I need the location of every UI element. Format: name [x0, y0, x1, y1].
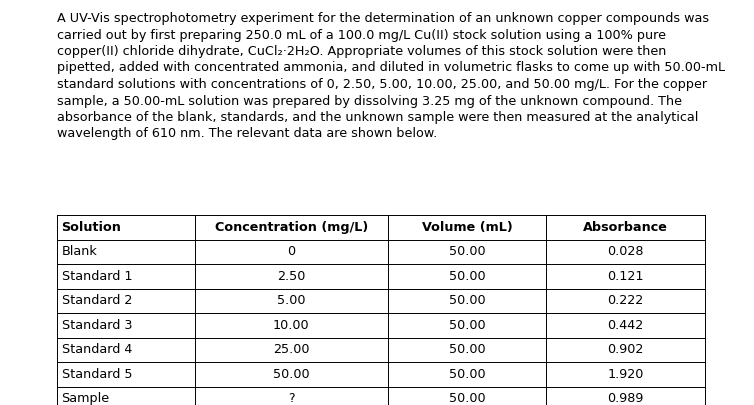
Text: A UV-Vis spectrophotometry experiment for the determination of an unknown copper: A UV-Vis spectrophotometry experiment fo…: [57, 12, 709, 25]
Text: Standard 3: Standard 3: [62, 319, 132, 332]
Text: 50.00: 50.00: [449, 392, 486, 405]
Text: 0.989: 0.989: [608, 392, 644, 405]
Text: Concentration (mg/L): Concentration (mg/L): [215, 221, 368, 234]
Text: 0.222: 0.222: [608, 294, 644, 307]
Text: 1.920: 1.920: [608, 368, 644, 381]
Text: Standard 4: Standard 4: [62, 343, 132, 356]
Text: 0.121: 0.121: [608, 270, 644, 283]
Text: 50.00: 50.00: [449, 343, 486, 356]
Text: standard solutions with concentrations of 0, 2.50, 5.00, 10.00, 25.00, and 50.00: standard solutions with concentrations o…: [57, 78, 706, 91]
Text: ?: ?: [288, 392, 295, 405]
Text: Standard 1: Standard 1: [62, 270, 132, 283]
Text: absorbance of the blank, standards, and the unknown sample were then measured at: absorbance of the blank, standards, and …: [57, 111, 698, 124]
Text: 10.00: 10.00: [273, 319, 310, 332]
Text: 0.028: 0.028: [608, 245, 644, 258]
Text: Blank: Blank: [62, 245, 97, 258]
Text: sample, a 50.00-mL solution was prepared by dissolving 3.25 mg of the unknown co: sample, a 50.00-mL solution was prepared…: [57, 94, 682, 107]
Text: 0.442: 0.442: [608, 319, 644, 332]
Text: 25.00: 25.00: [273, 343, 310, 356]
Text: 50.00: 50.00: [273, 368, 310, 381]
Text: Sample: Sample: [62, 392, 109, 405]
Text: 0: 0: [287, 245, 296, 258]
Text: carried out by first preparing 250.0 mL of a 100.0 mg/L Cu(II) stock solution us: carried out by first preparing 250.0 mL …: [57, 28, 666, 41]
Text: Standard 5: Standard 5: [62, 368, 132, 381]
Text: 5.00: 5.00: [277, 294, 305, 307]
Text: copper(II) chloride dihydrate, CuCl₂·2H₂O. Appropriate volumes of this stock sol: copper(II) chloride dihydrate, CuCl₂·2H₂…: [57, 45, 666, 58]
Text: Standard 2: Standard 2: [62, 294, 132, 307]
Text: 50.00: 50.00: [449, 294, 486, 307]
Text: 50.00: 50.00: [449, 319, 486, 332]
Text: 50.00: 50.00: [449, 245, 486, 258]
Text: Solution: Solution: [62, 221, 121, 234]
Text: 50.00: 50.00: [449, 270, 486, 283]
Text: Absorbance: Absorbance: [583, 221, 668, 234]
Text: pipetted, added with concentrated ammonia, and diluted in volumetric flasks to c: pipetted, added with concentrated ammoni…: [57, 62, 725, 75]
Text: 50.00: 50.00: [449, 368, 486, 381]
Text: Volume (mL): Volume (mL): [421, 221, 512, 234]
Text: wavelength of 610 nm. The relevant data are shown below.: wavelength of 610 nm. The relevant data …: [57, 128, 437, 141]
Text: 2.50: 2.50: [277, 270, 305, 283]
Text: 0.902: 0.902: [608, 343, 644, 356]
